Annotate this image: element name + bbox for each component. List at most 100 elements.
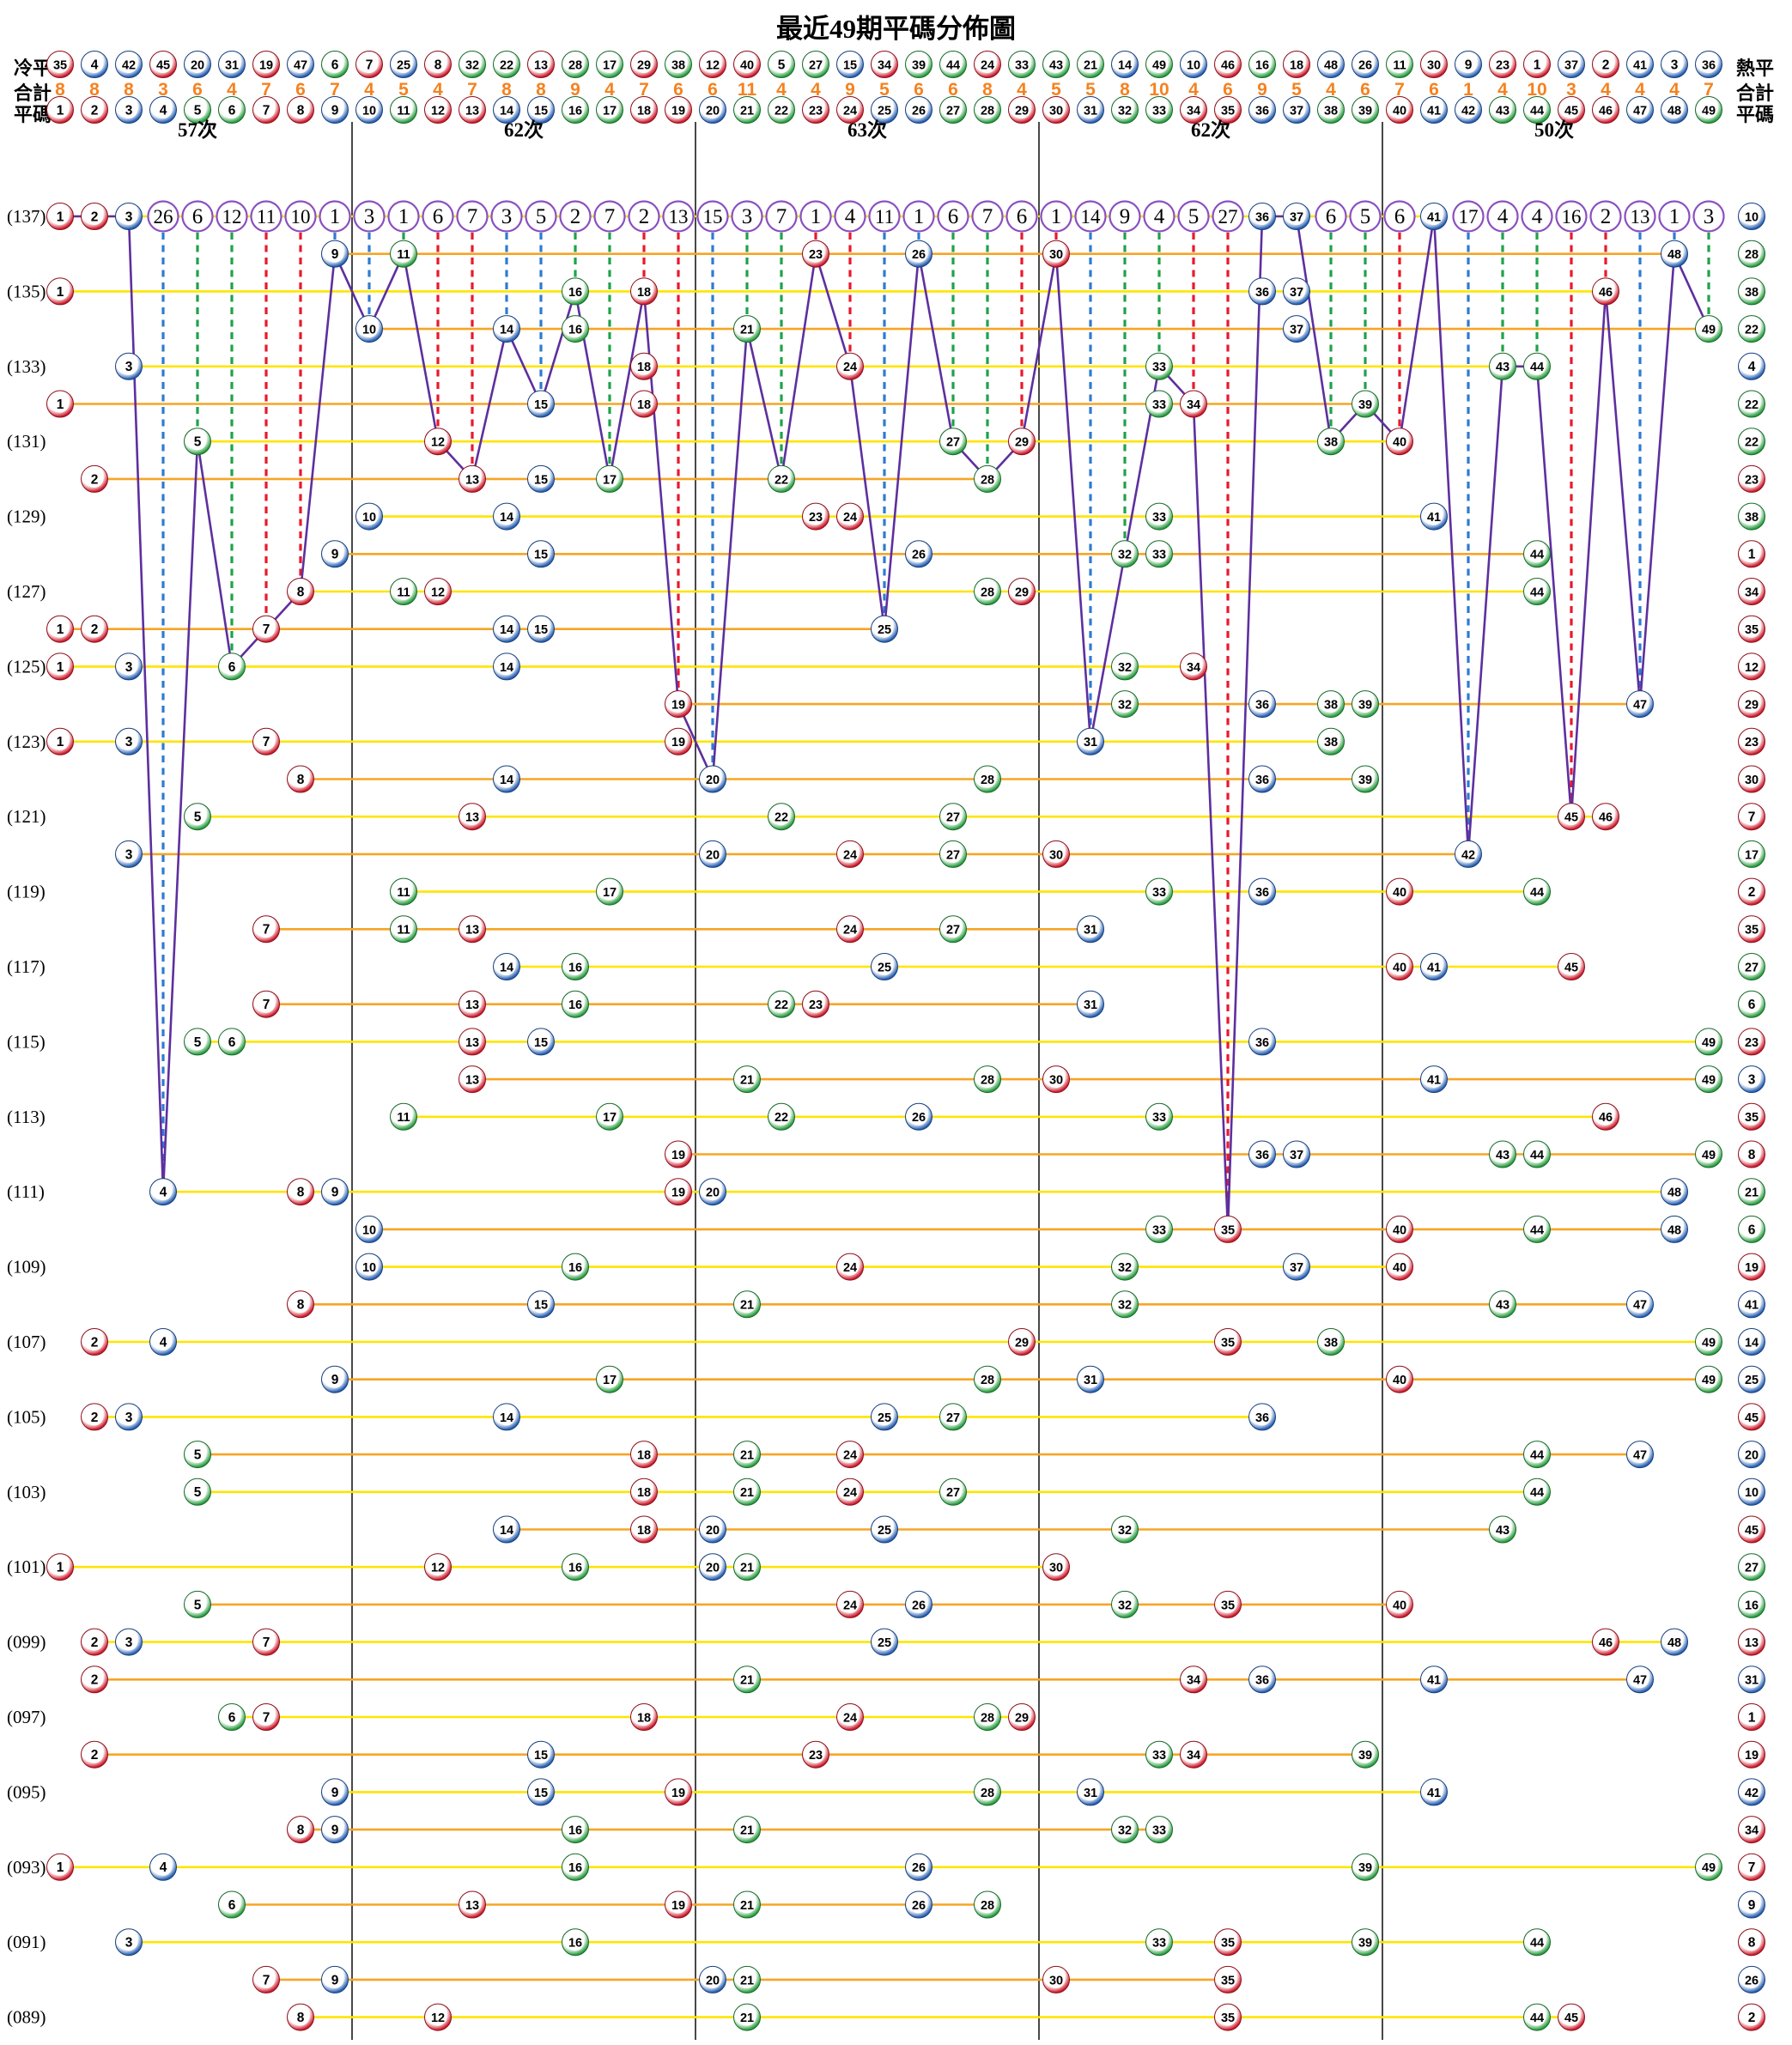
number-ball-18: 18	[630, 96, 658, 124]
svg-text:45: 45	[1564, 961, 1578, 974]
hot-ball-122: 30	[1738, 765, 1765, 793]
cold-ball-5: 5	[768, 51, 795, 78]
cold-ball-7: 7	[355, 51, 383, 78]
svg-text:17: 17	[603, 1374, 617, 1387]
ball-89-45: 45	[1558, 2003, 1585, 2031]
hot-ball-96: 19	[1738, 1740, 1765, 1769]
svg-text:1: 1	[57, 660, 64, 675]
cold-ball-38: 38	[665, 51, 692, 78]
ball-129-23: 23	[802, 502, 829, 531]
svg-text:20: 20	[706, 1974, 720, 1987]
ball-125-32: 32	[1111, 652, 1139, 681]
svg-text:24: 24	[843, 104, 857, 118]
cold-ball-30: 30	[1420, 51, 1448, 78]
ball-103-24: 24	[836, 1478, 864, 1506]
ball-112-44: 44	[1523, 1140, 1551, 1168]
svg-text:21: 21	[740, 2012, 754, 2025]
svg-text:46: 46	[1221, 58, 1235, 72]
svg-text:28: 28	[981, 473, 994, 487]
svg-text:33: 33	[1152, 1937, 1166, 1951]
ball-105-3: 3	[115, 1403, 143, 1431]
cold-ball-18: 18	[1283, 51, 1310, 78]
ball-129-10: 10	[355, 502, 383, 531]
svg-text:15: 15	[534, 1787, 548, 1800]
svg-text:8: 8	[297, 1298, 305, 1313]
svg-text:44: 44	[1530, 1449, 1544, 1463]
svg-text:11: 11	[397, 104, 410, 118]
svg-text:3: 3	[742, 205, 753, 228]
cold-ball-13: 13	[527, 51, 555, 78]
svg-text:35: 35	[1745, 1111, 1759, 1125]
svg-text:35: 35	[1221, 1599, 1235, 1612]
ball-93-4: 4	[149, 1853, 177, 1881]
svg-text:18: 18	[637, 1524, 651, 1538]
svg-text:31: 31	[1084, 924, 1097, 938]
ball-98-21: 21	[733, 1666, 761, 1694]
label-hot-right: 熱平	[1736, 58, 1775, 79]
svg-text:1: 1	[57, 103, 64, 118]
hot-ball-94: 34	[1738, 1816, 1765, 1844]
svg-text:2: 2	[1602, 58, 1610, 72]
svg-text:4: 4	[160, 1335, 167, 1350]
miss-circle-17: 17	[1452, 200, 1485, 233]
number-ball-5: 5	[184, 96, 211, 124]
svg-text:23: 23	[1745, 473, 1759, 487]
hot-ball-111: 21	[1738, 1178, 1765, 1206]
ball-117-25: 25	[871, 953, 898, 980]
svg-text:6: 6	[948, 205, 959, 228]
svg-text:2: 2	[91, 1335, 99, 1350]
svg-text:39: 39	[1358, 1861, 1372, 1875]
hot-ball-112: 8	[1738, 1140, 1765, 1168]
ball-93-26: 26	[905, 1853, 932, 1881]
svg-text:20: 20	[706, 1186, 720, 1200]
svg-text:29: 29	[637, 58, 651, 72]
number-ball-8: 8	[287, 96, 314, 124]
svg-text:39: 39	[1358, 1749, 1372, 1763]
ball-115-15: 15	[527, 1028, 555, 1056]
ball-119-44: 44	[1523, 877, 1551, 906]
hot-ball-117: 27	[1738, 953, 1765, 980]
svg-text:8: 8	[297, 2011, 305, 2025]
ball-106-49: 49	[1695, 1365, 1722, 1393]
svg-text:21: 21	[740, 104, 754, 118]
svg-text:39: 39	[1358, 104, 1372, 118]
svg-text:31: 31	[1084, 104, 1097, 118]
svg-text:27: 27	[946, 1486, 960, 1500]
svg-text:28: 28	[981, 1374, 994, 1387]
ball-114-30: 30	[1042, 1065, 1070, 1094]
svg-text:30: 30	[1049, 848, 1063, 862]
ball-120-30: 30	[1042, 840, 1070, 868]
svg-text:32: 32	[465, 58, 479, 72]
ball-104-5: 5	[184, 1441, 211, 1469]
row-label-135: (135)	[7, 281, 46, 301]
cold-ball-14: 14	[1111, 51, 1139, 78]
cold-ball-10: 10	[1180, 51, 1207, 78]
svg-text:6: 6	[1394, 205, 1406, 228]
ball-129-41: 41	[1420, 502, 1448, 531]
ball-111-8: 8	[287, 1178, 314, 1206]
svg-text:36: 36	[1255, 1036, 1269, 1050]
ball-102-14: 14	[493, 1515, 520, 1544]
row-label-133: (133)	[7, 356, 46, 377]
ball-115-6: 6	[218, 1028, 246, 1056]
svg-text:7: 7	[263, 1635, 270, 1650]
group-count-1: 57次	[178, 118, 217, 141]
svg-text:7: 7	[263, 923, 270, 938]
hot-ball-119: 2	[1738, 877, 1765, 906]
number-ball-3: 3	[115, 96, 143, 124]
ball-94-32: 32	[1111, 1816, 1139, 1844]
svg-text:45: 45	[1745, 1524, 1759, 1538]
svg-text:33: 33	[1152, 886, 1166, 900]
svg-text:38: 38	[1324, 436, 1338, 450]
ball-129-14: 14	[493, 502, 520, 531]
ball-125-3: 3	[115, 652, 143, 681]
svg-text:22: 22	[500, 58, 513, 72]
row-label-109: (109)	[7, 1257, 46, 1277]
svg-text:17: 17	[1745, 848, 1759, 862]
svg-text:7: 7	[263, 998, 270, 1012]
ball-103-5: 5	[184, 1478, 211, 1506]
svg-text:15: 15	[534, 1036, 548, 1050]
label-ping-left: 平碼	[14, 104, 52, 125]
